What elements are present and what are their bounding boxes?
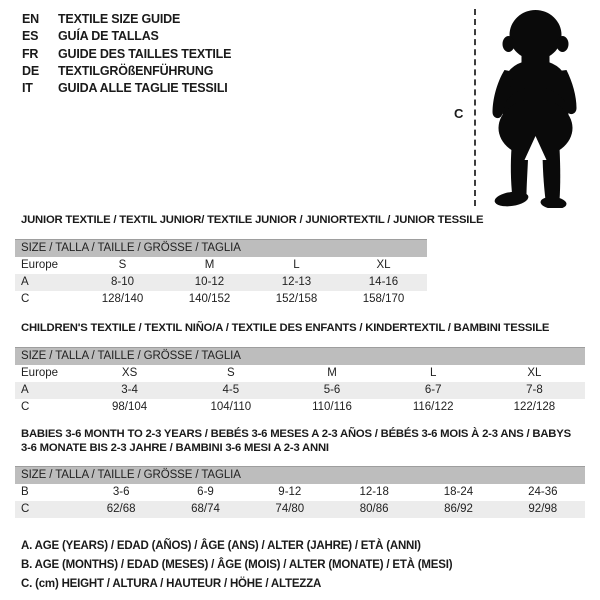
legend: A. AGE (YEARS) / EDAD (AÑOS) / ÂGE (ANS)… — [21, 537, 453, 594]
table-row-europe: Europe S M L XL — [15, 257, 427, 274]
size-cell: L — [293, 259, 300, 271]
size-cell: 92/98 — [528, 503, 558, 515]
size-cell: 68/74 — [191, 503, 220, 515]
row-label: C — [21, 503, 30, 515]
size-cell: 80/86 — [359, 503, 389, 515]
legend-line-a: A. AGE (YEARS) / EDAD (AÑOS) / ÂGE (ANS)… — [21, 540, 421, 552]
size-cell: 12-13 — [281, 276, 312, 288]
size-cell: 104/110 — [210, 401, 252, 413]
size-cell: 116/122 — [412, 401, 454, 413]
size-cell: 140/152 — [188, 293, 231, 305]
row-label: Europe — [21, 259, 59, 271]
size-cell: L — [430, 367, 437, 379]
language-guide: EN TEXTILE SIZE GUIDE ES GUÍA DE TALLAS … — [22, 11, 231, 97]
size-cell: S — [226, 367, 235, 379]
baby-silhouette-icon — [492, 10, 577, 208]
size-header-bar: SIZE / TALLA / TAILLE / GRÖSSE / TAGLIA — [15, 466, 585, 484]
size-cell: 98/104 — [112, 401, 148, 413]
lang-code: ES — [22, 29, 39, 44]
lang-code: FR — [22, 46, 39, 61]
size-cell: 3-4 — [121, 384, 138, 396]
size-cell: 18-24 — [443, 486, 474, 498]
table-row-months: B 3-6 6-9 9-12 12-18 18-24 24-36 — [15, 484, 585, 501]
size-cell: 14-16 — [368, 276, 399, 288]
size-cell: 86/92 — [444, 503, 473, 515]
legend-line-b: B. AGE (MONTHS) / EDAD (MESES) / ÂGE (MO… — [21, 559, 453, 571]
lang-label: TEXTILGRÖßENFÜHRUNG — [58, 63, 214, 78]
table-title: JUNIOR TEXTILE / TEXTIL JUNIOR/ TEXTILE … — [21, 214, 484, 226]
size-cell: 158/170 — [362, 293, 405, 305]
size-header-bar: SIZE / TALLA / TAILLE / GRÖSSE / TAGLIA — [15, 347, 585, 365]
table-title: CHILDREN'S TEXTILE / TEXTIL NIÑO/A / TEX… — [21, 322, 550, 334]
table-title: BABIES 3-6 MONTH TO 2-3 YEARS / BEBÉS 3-… — [21, 428, 571, 454]
size-header-bar: SIZE / TALLA / TAILLE / GRÖSSE / TAGLIA — [15, 239, 427, 257]
size-cell: 152/158 — [275, 293, 318, 305]
table-row-height: C 98/104 104/110 110/116 116/122 122/128 — [15, 399, 585, 416]
size-cell: 7-8 — [526, 384, 543, 396]
size-cell: 122/128 — [513, 401, 556, 413]
lang-row-it: IT GUIDA ALLE TAGLIE TESSILI — [22, 80, 231, 97]
row-label: B — [21, 486, 29, 498]
size-cell: 5-6 — [323, 384, 341, 396]
row-label: C — [21, 293, 30, 305]
size-cell: 110/116 — [312, 401, 352, 413]
size-cell: 6-7 — [424, 384, 442, 396]
height-dashed-line — [474, 9, 476, 206]
row-label: Europe — [21, 367, 59, 379]
lang-label: TEXTILE SIZE GUIDE — [58, 12, 181, 26]
lang-label: GUIDA ALLE TAGLIE TESSILI — [58, 81, 228, 96]
table-row-height: C 128/140 140/152 152/158 158/170 — [15, 291, 427, 308]
size-cell: 62/68 — [106, 503, 136, 515]
size-cell: 6-9 — [197, 486, 214, 498]
lang-label: GUÍA DE TALLAS — [58, 29, 159, 44]
table-row-age: A 8-10 10-12 12-13 14-16 — [15, 274, 427, 291]
lang-row-de: DE TEXTILGRÖßENFÜHRUNG — [22, 63, 231, 80]
lang-code: DE — [22, 63, 39, 78]
size-cell: 128/140 — [101, 293, 144, 305]
size-cell: S — [118, 259, 127, 271]
size-cell: 74/80 — [275, 503, 305, 515]
size-cell: 24-36 — [528, 486, 558, 498]
table-row-age: A 3-4 4-5 5-6 6-7 7-8 — [15, 382, 585, 399]
row-label: A — [21, 384, 29, 396]
size-cell: 8-10 — [110, 276, 135, 288]
size-cell: XL — [376, 259, 391, 271]
lang-row-en: EN TEXTILE SIZE GUIDE — [22, 11, 231, 28]
size-cell: 4-5 — [222, 384, 240, 396]
size-table-junior: JUNIOR TEXTILE / TEXTIL JUNIOR/ TEXTILE … — [15, 213, 484, 308]
lang-code: IT — [22, 81, 33, 96]
size-cell: M — [327, 367, 337, 379]
row-label: C — [21, 401, 30, 413]
size-cell: 3-6 — [112, 486, 130, 498]
row-label: A — [21, 276, 29, 288]
lang-code: EN — [22, 12, 39, 26]
size-table-children: CHILDREN'S TEXTILE / TEXTIL NIÑO/A / TEX… — [15, 321, 585, 416]
lang-label: GUIDE DES TAILLES TEXTILE — [58, 46, 232, 61]
size-cell: 12-18 — [359, 486, 389, 498]
lang-row-es: ES GUÍA DE TALLAS — [22, 28, 231, 45]
size-cell: 9-12 — [278, 486, 302, 498]
size-cell: M — [204, 259, 215, 271]
table-row-europe: Europe XS S M L XL — [15, 365, 585, 382]
height-measure-label: C — [454, 106, 464, 121]
size-cell: XS — [121, 367, 138, 379]
legend-line-c: C. (cm) HEIGHT / ALTURA / HAUTEUR / HÖHE… — [21, 578, 322, 590]
size-cell: 10-12 — [194, 276, 225, 288]
size-cell: XL — [527, 367, 542, 379]
lang-row-fr: FR GUIDE DES TAILLES TEXTILE — [22, 46, 231, 63]
table-row-height: C 62/68 68/74 74/80 80/86 86/92 92/98 — [15, 501, 585, 518]
size-table-babies: BABIES 3-6 MONTH TO 2-3 YEARS / BEBÉS 3-… — [15, 427, 585, 518]
